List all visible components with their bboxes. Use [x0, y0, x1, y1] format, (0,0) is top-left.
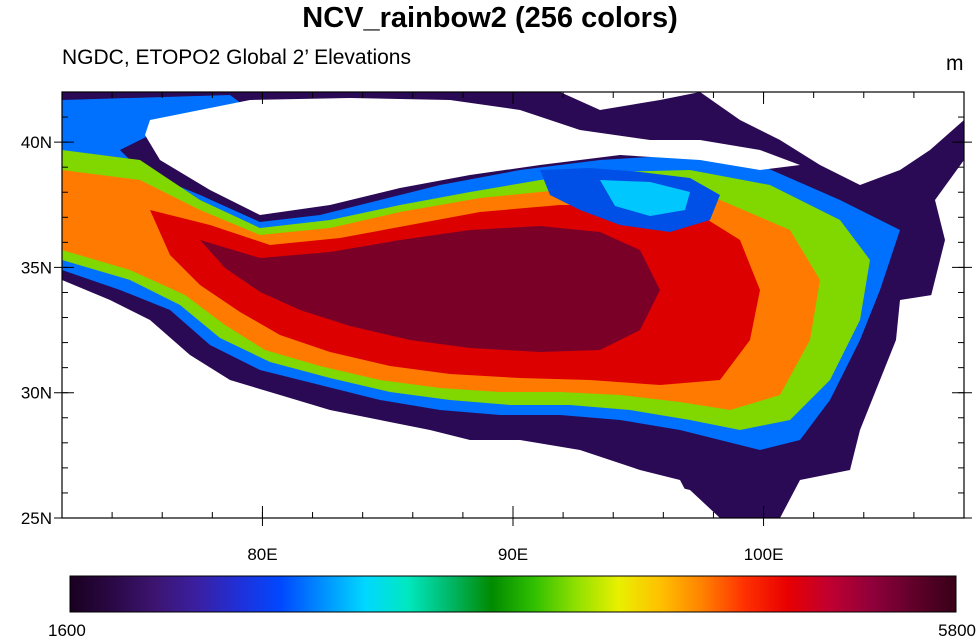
tarim-basin: [145, 98, 800, 215]
map-subtitle: NGDC, ETOPO2 Global 2’ Elevations: [62, 46, 411, 69]
colorbar-max-label: 5800: [938, 621, 976, 640]
map-title: NCV_rainbow2 (256 colors): [302, 2, 678, 34]
map-axes: 25N 30N 35N 40N 80E 90E 100E: [21, 91, 972, 564]
lon-tick-label: 80E: [247, 545, 277, 564]
east-lowland: [860, 290, 964, 518]
terrain-peaks: [200, 226, 660, 352]
colorbar-min-label: 1600: [48, 621, 86, 640]
lat-tick-label: 40N: [21, 133, 52, 152]
south-lowland: [62, 300, 720, 518]
lon-tick-label: 100E: [744, 545, 784, 564]
lon-tick-label: 90E: [498, 545, 528, 564]
lat-tick-label: 25N: [21, 509, 52, 528]
lat-tick-label: 30N: [21, 384, 52, 403]
colorbar: [69, 575, 957, 613]
northeast-lowland: [700, 92, 964, 185]
elevation-field: [62, 92, 964, 518]
units-label: m: [946, 52, 964, 75]
qaidam-basin-core: [600, 180, 690, 216]
lat-tick-label: 35N: [21, 258, 52, 277]
